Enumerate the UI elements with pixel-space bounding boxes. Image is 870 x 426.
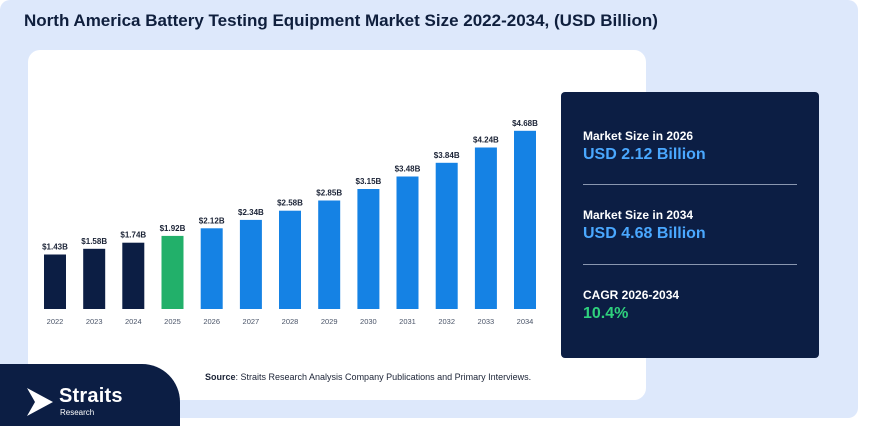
brand-band (0, 364, 180, 426)
x-tick-2026: 2026 (203, 317, 220, 326)
data-label-2022: $1.43B (42, 243, 68, 252)
stat-value-2034: USD 4.68 Billion (583, 225, 706, 242)
x-tick-2023: 2023 (86, 317, 103, 326)
brand-name: Straits (59, 385, 123, 407)
data-label-2029: $2.85B (316, 189, 342, 198)
data-label-2033: $4.24B (473, 136, 499, 145)
stat-label-2034: Market Size in 2034 (583, 208, 694, 222)
data-label-2027: $2.34B (238, 208, 264, 217)
source-label: Source (205, 372, 236, 382)
x-tick-2034: 2034 (517, 317, 534, 326)
bar-2030 (357, 189, 380, 309)
stat-value-cagr: 10.4% (583, 305, 629, 322)
data-label-2025: $1.92B (160, 224, 186, 233)
x-tick-2032: 2032 (438, 317, 455, 326)
data-label-2030: $3.15B (356, 177, 382, 186)
x-tick-2028: 2028 (282, 317, 299, 326)
data-label-2031: $3.48B (395, 165, 421, 174)
x-tick-2024: 2024 (125, 317, 142, 326)
stats-divider (583, 184, 797, 185)
brand-subtitle: Research (60, 408, 95, 417)
bar-2024 (122, 242, 145, 309)
x-tick-2031: 2031 (399, 317, 416, 326)
stats-panel: Market Size in 2026 USD 2.12 Billion Mar… (561, 92, 819, 358)
data-label-2024: $1.74B (120, 231, 146, 240)
bar-2026 (200, 228, 223, 309)
stat-label-cagr: CAGR 2026-2034 (583, 288, 680, 302)
bar-2031 (396, 176, 419, 309)
stats-divider (583, 264, 797, 265)
data-label-2032: $3.84B (434, 151, 460, 160)
bar-2032 (435, 162, 458, 309)
bar-2029 (318, 200, 341, 309)
bar-2033 (474, 147, 497, 309)
x-tick-2025: 2025 (164, 317, 181, 326)
chart-card: $1.43B 2022 $1.58B 2023 $1.74B 2024 $1.92B 2025… (28, 50, 646, 400)
stat-value-2026: USD 2.12 Billion (583, 146, 706, 163)
x-tick-2033: 2033 (478, 317, 495, 326)
data-label-2023: $1.58B (81, 237, 107, 246)
infographic-frame: North America Battery Testing Equipment … (0, 0, 858, 418)
bar-2025 (161, 235, 184, 309)
bar-2028 (279, 210, 301, 309)
source-note: Source: Straits Research Analysis Compan… (205, 372, 531, 382)
bar-2034 (514, 130, 536, 309)
data-label-2028: $2.58B (277, 199, 303, 208)
x-tick-2030: 2030 (360, 317, 377, 326)
data-label-2026: $2.12B (199, 216, 225, 225)
bar-chart: $1.43B 2022 $1.58B 2023 $1.74B 2024 $1.92B 2025… (42, 119, 538, 326)
bar-2027 (239, 219, 262, 309)
straits-logo: Straits Research (26, 385, 146, 419)
x-tick-2027: 2027 (243, 317, 260, 326)
stat-label-2026: Market Size in 2026 (583, 129, 694, 143)
x-tick-2022: 2022 (47, 317, 64, 326)
page-title: North America Battery Testing Equipment … (24, 11, 658, 30)
x-tick-2029: 2029 (321, 317, 338, 326)
data-label-2034: $4.68B (512, 119, 538, 128)
straits-logo-icon (27, 388, 53, 416)
source-text: : Straits Research Analysis Company Publ… (235, 372, 532, 382)
bar-2023 (83, 248, 106, 309)
bar-2022 (44, 254, 66, 309)
